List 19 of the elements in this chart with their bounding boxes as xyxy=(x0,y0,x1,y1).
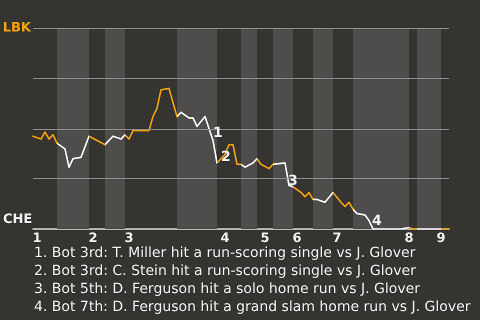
annotation: 4 xyxy=(372,213,382,229)
text: CHE xyxy=(3,212,32,227)
annotation: 2 xyxy=(221,149,231,165)
x-tick-label: 5 xyxy=(260,231,270,246)
text: 4. Bot 7th: D. Ferguson hit a grand slam home run vs J. Glover xyxy=(34,299,471,315)
x-tick-label: 1 xyxy=(32,231,42,246)
ref-line-label: LBK xyxy=(2,20,32,36)
x-tick-label: 8 xyxy=(404,231,414,246)
text: 3. Bot 5th: D. Ferguson hit a solo home run vs J. Glover xyxy=(34,281,420,297)
x-tick-label: 9 xyxy=(436,231,446,246)
x-tick-label: 2 xyxy=(88,231,98,246)
x-tick-label: 4 xyxy=(220,231,230,246)
x-tick-label: 6 xyxy=(292,231,302,246)
annotation: 3 xyxy=(288,173,298,189)
text: 2. Bot 3rd: C. Stein hit a run-scoring single vs J. Glover xyxy=(34,263,416,279)
text: 1. Bot 3rd: T. Miller hit a run-scoring single vs J. Glover xyxy=(34,245,416,261)
x-tick-label: 7 xyxy=(332,231,342,246)
annotation: 1 xyxy=(213,125,223,141)
x-tick-label: 3 xyxy=(124,231,134,246)
